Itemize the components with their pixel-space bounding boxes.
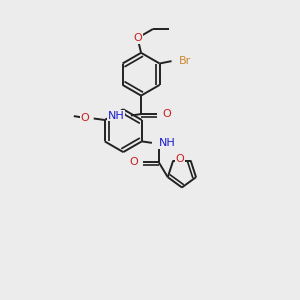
Text: Br: Br (178, 56, 191, 66)
Text: O: O (133, 33, 142, 43)
Text: O: O (80, 113, 89, 124)
Text: NH: NH (107, 110, 124, 121)
Text: O: O (176, 154, 184, 164)
Text: NH: NH (159, 138, 176, 148)
Text: O: O (129, 157, 138, 167)
Text: O: O (162, 109, 171, 119)
